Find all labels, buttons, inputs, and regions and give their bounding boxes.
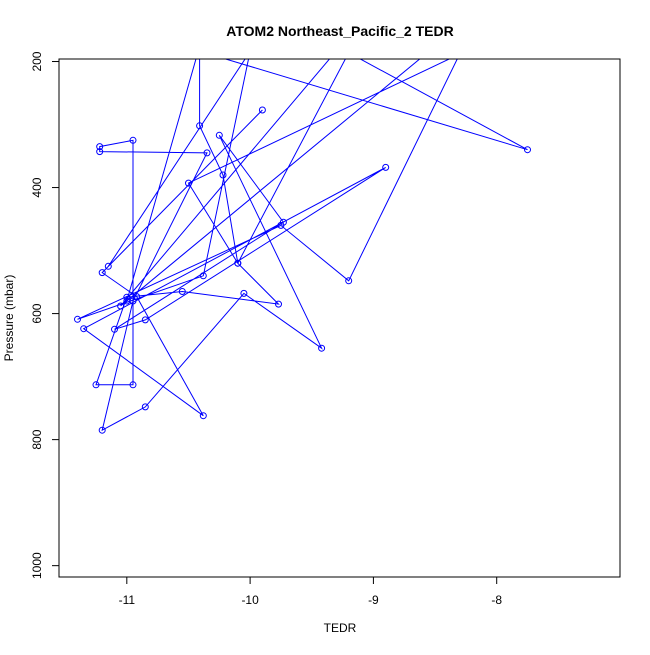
y-tick-label: 800 (30, 429, 44, 449)
data-point (185, 179, 192, 187)
y-tick-label: 600 (30, 303, 44, 323)
data-point (277, 221, 285, 229)
data-point (258, 106, 266, 114)
data-point (80, 325, 88, 333)
y-axis-label: Pressure (mbar) (2, 275, 16, 362)
data-point (345, 277, 353, 285)
data-point (123, 293, 131, 301)
series-layer (74, 59, 531, 434)
data-point (199, 412, 207, 420)
data-point (203, 149, 211, 157)
data-point (123, 297, 131, 305)
x-tick-label: -8 (491, 593, 502, 607)
data-point (240, 289, 248, 297)
data-point (141, 403, 149, 411)
data-point (117, 302, 125, 310)
data-point (524, 146, 531, 154)
data-point (92, 381, 100, 389)
x-axis: -11 -10 -9 -8 (119, 576, 502, 607)
data-point (74, 315, 81, 323)
y-axis: 200 400 600 800 1000 (30, 51, 60, 579)
x-axis-label: TEDR (324, 621, 357, 635)
x-tick-label: -9 (368, 593, 379, 607)
y-tick-label: 1000 (30, 552, 44, 579)
data-point (318, 344, 326, 352)
data-point (98, 426, 106, 434)
y-tick-label: 200 (30, 51, 44, 71)
data-point (196, 122, 204, 130)
chart-title: ATOM2 Northeast_Pacific_2 TEDR (226, 23, 453, 39)
data-point (129, 381, 137, 389)
data-point (199, 272, 207, 280)
data-point (111, 325, 118, 333)
data-point (98, 269, 106, 277)
y-tick-label: 400 (30, 177, 44, 197)
data-point (382, 163, 390, 171)
data-point (141, 316, 149, 324)
data-point (129, 136, 137, 144)
data-point (275, 300, 282, 308)
data-point (215, 131, 223, 139)
data-point (96, 143, 104, 151)
data-point (178, 288, 186, 295)
x-tick-label: -10 (241, 593, 259, 607)
x-tick-label: -11 (119, 593, 136, 607)
data-point (133, 293, 141, 301)
data-point (234, 259, 242, 267)
series-line (77, 59, 528, 432)
data-point (219, 171, 227, 179)
data-point (96, 148, 104, 156)
data-point (104, 262, 112, 270)
